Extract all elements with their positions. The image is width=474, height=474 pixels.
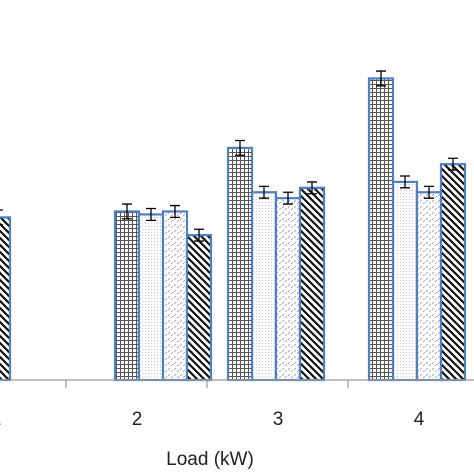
- bar-3-grid: [226, 146, 254, 382]
- error-bar-2-diagonal-stripes: [194, 228, 204, 242]
- error-bar-2-grid: [122, 203, 132, 220]
- bar-3-fine-dash: [274, 197, 302, 382]
- bar-3-light-dots: [250, 191, 278, 382]
- bar-1-diagonal-stripes: [0, 216, 12, 382]
- error-bar-4-grid: [376, 70, 386, 87]
- error-bars-layer: [0, 70, 458, 242]
- x-tick-labels-layer: 1 2 3 4: [0, 409, 425, 430]
- bar-2-fine-dash: [161, 210, 189, 382]
- error-bar-4-light-dots: [400, 175, 410, 189]
- bar-4-diagonal-stripes: [439, 163, 467, 382]
- x-tick-label-3: 3: [273, 409, 284, 430]
- error-bar-4-fine-dash: [424, 185, 434, 199]
- error-bar-2-light-dots: [146, 207, 156, 221]
- bar-3-diagonal-stripes: [298, 186, 326, 382]
- bars-layer: [0, 77, 467, 382]
- error-bar-3-diagonal-stripes: [307, 181, 317, 195]
- bar-2-diagonal-stripes: [185, 234, 213, 382]
- bar-4-light-dots: [391, 180, 419, 382]
- error-bar-2-fine-dash: [170, 204, 180, 219]
- error-bar-1-diagonal-stripes: [0, 209, 3, 226]
- error-bar-4-diagonal-stripes: [448, 157, 458, 171]
- x-tick-label-2: 2: [132, 409, 143, 430]
- error-bar-3-fine-dash: [283, 191, 293, 205]
- x-ticks-layer: [65, 380, 349, 388]
- error-bar-3-grid: [235, 139, 245, 156]
- bar-4-grid: [367, 77, 395, 382]
- x-axis-title: Load (kW): [166, 449, 254, 470]
- bar-2-light-dots: [137, 213, 165, 382]
- error-bar-3-light-dots: [259, 185, 269, 199]
- bar-2-grid: [113, 210, 141, 382]
- x-tick-label-4: 4: [414, 409, 425, 430]
- x-tick-label-1: 1: [0, 409, 1, 430]
- bar-4-fine-dash: [415, 191, 443, 382]
